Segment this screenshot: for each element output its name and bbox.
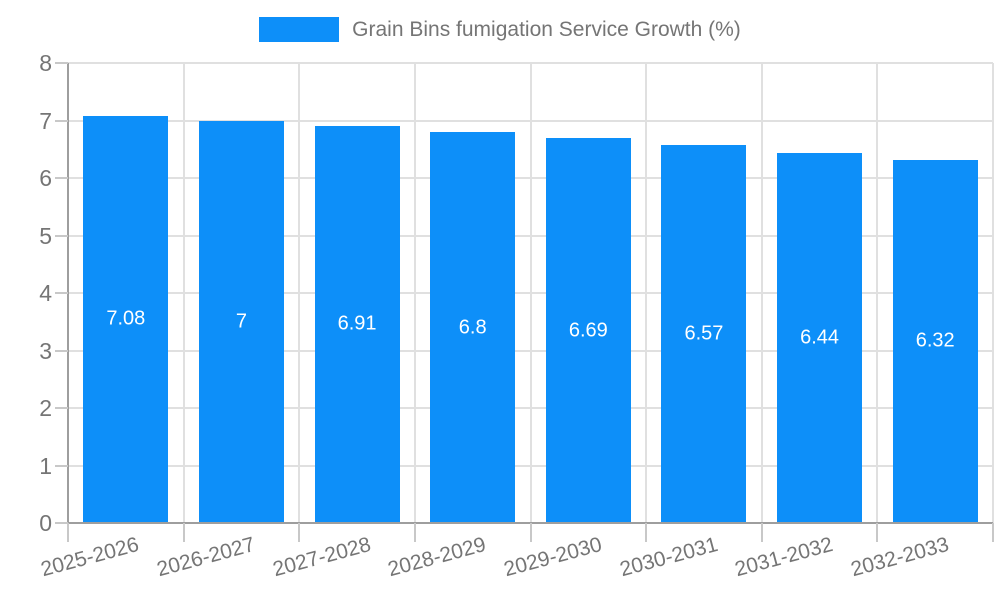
bar-value-label: 6.91 — [337, 312, 377, 335]
y-axis-tick-label: 5 — [39, 222, 52, 249]
bar: 6.44 — [777, 152, 863, 523]
y-axis-tick-label: 7 — [39, 107, 52, 134]
horizontal-gridline — [68, 177, 993, 179]
x-axis-tick — [760, 523, 763, 542]
x-axis-category-label: 2029-2030 — [501, 533, 605, 582]
horizontal-gridline — [68, 464, 993, 467]
bar-value-label: 7 — [235, 310, 247, 333]
y-axis-tick-label: 8 — [39, 50, 52, 76]
x-axis-category-label: 2032-2033 — [848, 533, 952, 582]
bar: 6.69 — [545, 138, 631, 523]
y-axis-tick — [55, 62, 68, 64]
y-axis-tick — [55, 407, 68, 409]
bar-value-label: 6.57 — [684, 322, 724, 345]
y-axis-tick — [55, 349, 68, 352]
bar-value-label: 6.8 — [458, 316, 487, 338]
y-axis-tick — [55, 119, 68, 122]
bar: 6.8 — [430, 132, 516, 523]
bar-value-label: 7.08 — [106, 307, 146, 330]
bar: 7 — [198, 120, 284, 523]
x-axis-tick — [992, 523, 994, 542]
horizontal-gridline — [68, 234, 993, 237]
x-axis-tick — [876, 523, 879, 542]
y-axis-tick-label: 1 — [39, 452, 52, 479]
y-axis-tick — [55, 464, 68, 467]
x-axis-tick — [182, 523, 185, 542]
horizontal-gridline — [68, 292, 993, 294]
x-axis-category-label: 2031-2032 — [732, 533, 836, 582]
y-axis-tick-label: 6 — [39, 165, 52, 191]
y-axis-tick-label: 3 — [39, 337, 52, 364]
horizontal-gridline — [68, 62, 993, 64]
x-axis-tick — [67, 523, 69, 542]
bar: 6.57 — [661, 145, 747, 523]
bar-value-label: 6.69 — [568, 319, 608, 342]
y-axis-tick-label: 2 — [39, 395, 52, 421]
x-axis-tick — [645, 523, 648, 542]
y-axis-tick — [55, 522, 68, 524]
x-axis-category-label: 2027-2028 — [270, 533, 374, 582]
bar: 7.08 — [83, 115, 169, 523]
y-axis-tick-label: 4 — [39, 280, 52, 306]
x-axis-category-label: 2025-2026 — [38, 533, 142, 582]
x-axis-tick — [298, 523, 301, 542]
horizontal-gridline — [68, 119, 993, 122]
x-axis-tick — [529, 523, 532, 542]
bar: 6.91 — [314, 125, 400, 523]
y-axis-tick — [55, 234, 68, 237]
bar-value-label: 6.32 — [915, 329, 955, 352]
vertical-gridline — [992, 63, 994, 523]
x-axis-tick — [413, 523, 416, 542]
y-axis-tick — [55, 292, 68, 294]
y-axis-tick-label: 0 — [39, 510, 52, 536]
horizontal-gridline — [68, 407, 993, 409]
x-axis-category-label: 2028-2029 — [385, 533, 489, 582]
x-axis-category-label: 2026-2027 — [154, 533, 258, 582]
legend-label: Grain Bins fumigation Service Growth (%) — [352, 17, 741, 41]
legend-swatch — [259, 17, 340, 42]
y-axis-tick — [55, 177, 68, 179]
horizontal-gridline — [68, 349, 993, 352]
bar-value-label: 6.44 — [800, 326, 840, 349]
bar: 6.32 — [892, 159, 978, 523]
chart-legend: Grain Bins fumigation Service Growth (%) — [0, 17, 1000, 42]
y-axis-line — [67, 63, 69, 542]
x-axis-category-label: 2030-2031 — [616, 533, 720, 582]
